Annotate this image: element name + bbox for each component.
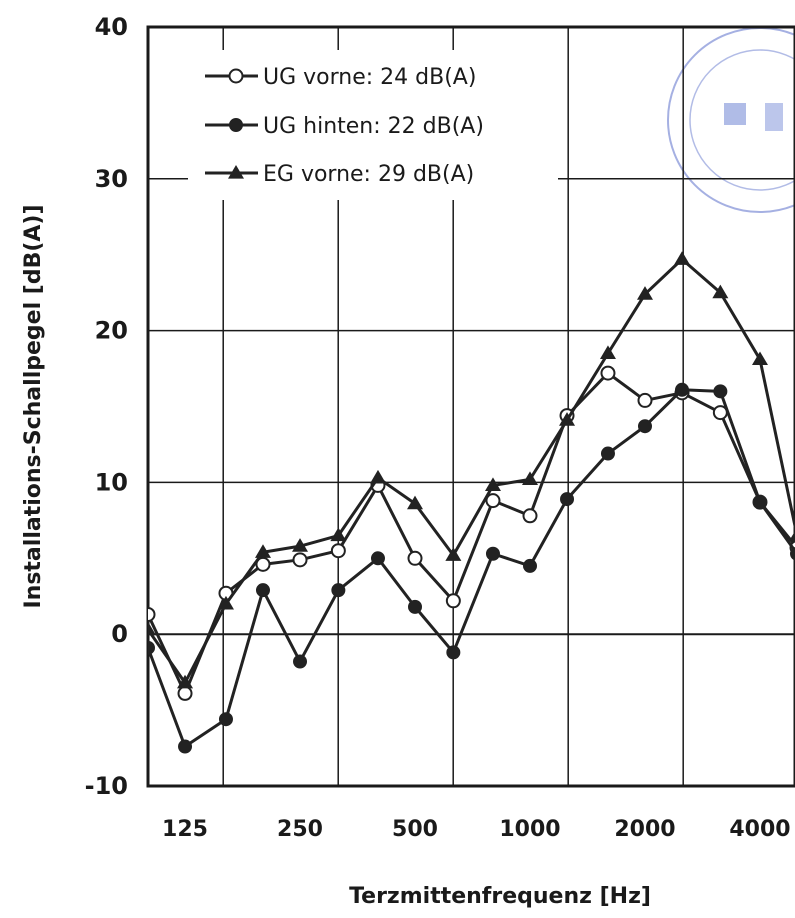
data-point	[292, 538, 309, 552]
x-tick-labels: 125 250 500 1000 2000 4000	[162, 817, 791, 842]
data-point	[789, 530, 795, 542]
series-1	[148, 365, 795, 701]
data-point	[790, 547, 795, 561]
data-point	[148, 640, 155, 655]
x-tick-label: 4000	[729, 817, 790, 842]
data-point	[331, 583, 346, 598]
legend-label: EG vorne: 29 dB(A)	[263, 162, 474, 187]
y-tick-labels: 40 30 20 10 0 -10	[85, 13, 128, 800]
data-point	[752, 495, 767, 510]
data-point	[600, 446, 615, 461]
data-point	[178, 739, 193, 754]
data-point	[407, 495, 424, 510]
data-point	[485, 546, 500, 561]
data-point	[522, 471, 538, 485]
legend-label: UG vorne: 24 dB(A)	[263, 65, 476, 90]
series-3	[148, 251, 795, 689]
data-point	[255, 556, 271, 572]
y-axis-label: Installations-Schallpegel [dB(A)]	[21, 204, 46, 608]
y-tick-label: 20	[95, 317, 128, 345]
series-line	[148, 388, 795, 749]
data-point	[675, 382, 690, 397]
data-point	[485, 493, 501, 509]
data-point	[369, 469, 386, 484]
data-point	[674, 251, 691, 265]
data-point	[523, 558, 537, 573]
data-point	[293, 654, 308, 669]
series-line	[148, 371, 795, 695]
data-point	[407, 550, 423, 566]
data-point	[636, 286, 653, 300]
data-point	[446, 645, 461, 660]
y-tick-label: -10	[85, 772, 128, 800]
data-point	[445, 593, 461, 609]
y-tick-label: 40	[95, 13, 128, 41]
data-point	[445, 547, 462, 561]
data-point	[218, 712, 233, 727]
series-line	[148, 257, 795, 685]
data-point	[559, 412, 576, 426]
y-tick-label: 0	[111, 620, 128, 648]
data-point	[560, 492, 575, 507]
series-2	[148, 382, 795, 754]
x-tick-label: 500	[392, 817, 438, 842]
x-tick-label: 250	[277, 817, 323, 842]
data-point	[177, 674, 194, 689]
legend-marker	[228, 68, 244, 84]
data-point	[148, 621, 156, 636]
data-point	[522, 508, 538, 524]
plot-frame	[146, 25, 795, 788]
y-tick-label: 30	[95, 165, 128, 193]
legend-marker	[228, 165, 244, 179]
data-point	[751, 351, 768, 366]
x-tick-label: 1000	[499, 817, 560, 842]
data-point	[217, 595, 234, 610]
data-point	[637, 392, 653, 408]
series-layer	[148, 251, 795, 754]
data-point	[637, 419, 652, 434]
legend-marker	[229, 118, 243, 132]
data-point	[292, 552, 308, 568]
stamp-watermark	[667, 27, 795, 213]
y-tick-label: 10	[95, 468, 128, 496]
data-point	[713, 384, 728, 399]
data-point	[255, 583, 270, 598]
legend: UG vorne: 24 dB(A) UG hinten: 22 dB(A) EG …	[188, 50, 558, 200]
legend-label: UG hinten: 22 dB(A)	[263, 114, 484, 139]
data-point	[177, 685, 193, 701]
x-tick-label: 125	[162, 817, 208, 842]
data-point	[148, 606, 156, 622]
data-point	[330, 543, 346, 559]
x-axis-label: Terzmittenfrequenz [Hz]	[349, 884, 651, 909]
data-point	[600, 365, 616, 381]
x-tick-label: 2000	[614, 817, 675, 842]
data-point	[712, 284, 729, 299]
data-point	[370, 551, 385, 566]
data-point	[254, 544, 271, 558]
data-point	[599, 345, 616, 359]
data-point	[330, 527, 347, 542]
data-point	[408, 599, 423, 614]
data-point	[484, 477, 501, 492]
